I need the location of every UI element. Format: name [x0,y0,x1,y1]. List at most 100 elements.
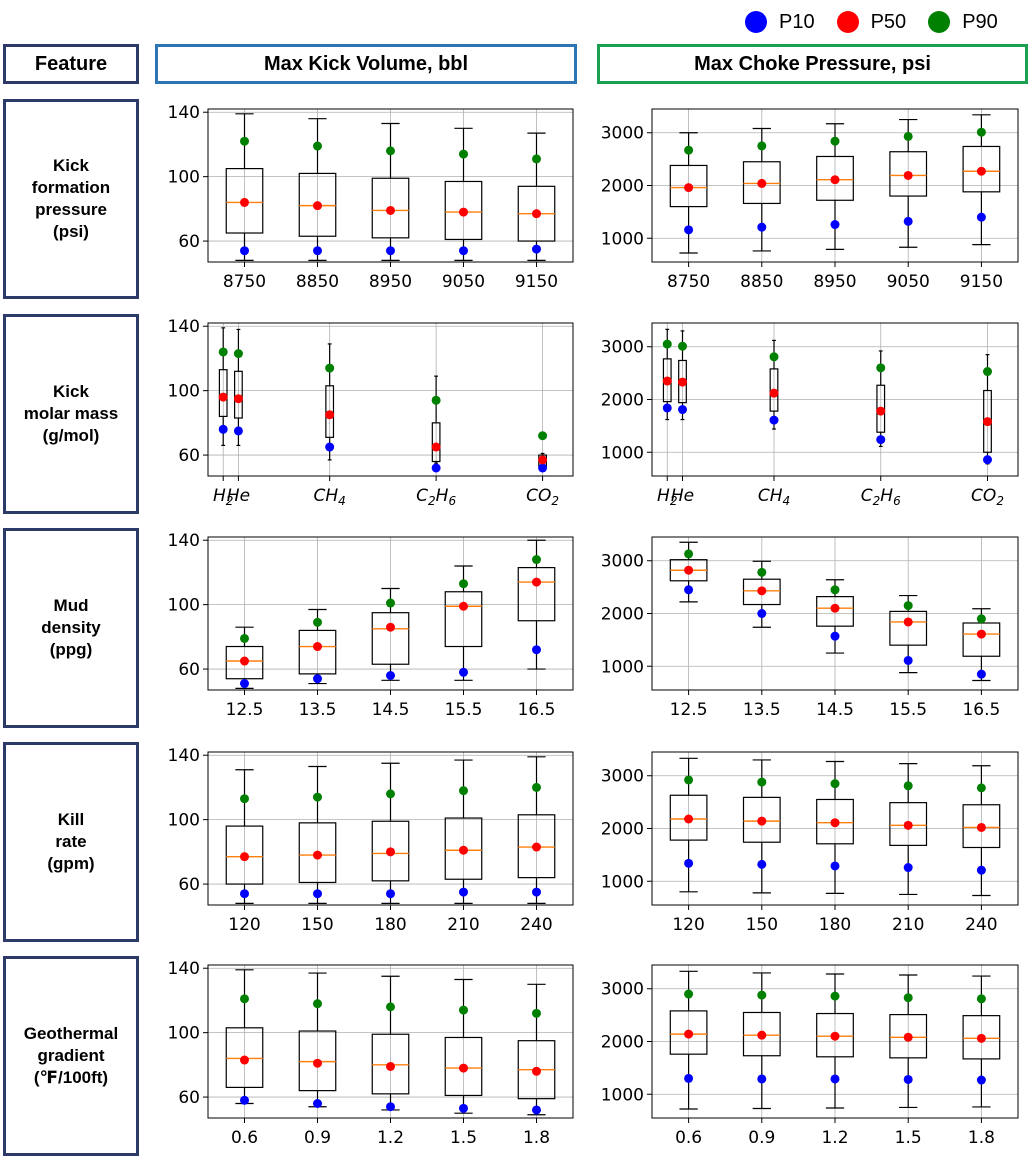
p10-point [662,403,672,413]
p10-point [240,1095,249,1105]
p90-point [903,131,913,141]
box-iqr [371,177,410,239]
feature-line: gradient [37,1046,105,1065]
box-9150 [517,132,556,261]
box-CH4 [325,343,335,461]
p50-point [757,1030,767,1040]
p10-point [532,1105,541,1115]
p90-point [386,598,395,608]
feature-line: Geothermal [23,1024,119,1043]
plot-frame [207,108,574,263]
p50-point [903,617,913,627]
x-tick-label: H2 [657,486,677,508]
y-tick-label: 140 [168,531,200,551]
chart-panel-8: 60 100 140 0.6 0.9 1.2 1.5 1.8 [168,959,574,1148]
box-iqr [371,612,410,665]
feature-line: rate [55,832,87,851]
p90-point [903,781,913,791]
box-14.5 [371,587,410,681]
box-iqr [962,1015,1001,1060]
chart-panel-5: 1000 2000 3000 12.5 13.5 14.5 15.5 16.5 [601,536,1019,720]
p50-point [684,565,694,575]
x-tick-label: 9150 [960,272,1003,292]
x-tick-label: CO2 [971,486,1004,508]
p10-point [830,631,840,641]
box-iqr [431,422,441,463]
x-tick-label: 13.5 [743,700,781,720]
p50-point [830,603,840,613]
box-iqr [517,814,556,879]
feature-label-kill-rate: Kill rate (gpm) [3,742,139,942]
box-iqr [225,1027,264,1089]
x-tick-label: 0.6 [231,1128,258,1148]
p10-point [218,424,228,434]
box-9050 [889,118,928,248]
box-1.8 [962,975,1001,1108]
y-tick-label: 100 [168,596,200,616]
box-13.5 [742,560,781,628]
y-tick-label: 100 [168,811,200,831]
x-tick-label: 0.6 [675,1128,702,1148]
y-tick-label: 140 [168,746,200,766]
box-8850 [742,127,781,252]
box-8950 [816,123,854,250]
p50-point [830,1031,840,1041]
p90-point [662,339,672,349]
p50-point [313,201,322,211]
p90-marker-icon [928,11,951,33]
chart-panel-9: 1000 2000 3000 0.6 0.9 1.2 1.5 1.8 [601,964,1019,1148]
feature-line: molar mass [23,404,119,423]
box-iqr [371,1033,410,1095]
p10-point [240,889,249,899]
x-tick-label: 16.5 [518,700,556,720]
box-H2 [218,327,228,446]
box-iqr [889,610,928,646]
x-tick-label: 150 [746,915,778,935]
p50-point [532,1066,541,1076]
p50-point [431,442,441,452]
box-16.5 [962,608,1001,682]
choke-pressure-column-header: Max Choke Pressure, psi [597,44,1028,84]
p90-point [976,614,986,624]
plot-frame [207,964,574,1119]
p50-point [532,842,541,852]
x-tick-label: H2 [213,486,233,508]
box-iqr [234,370,243,419]
legend-item-p50: P50 [836,11,906,34]
p50-point [662,376,672,386]
p10-point [386,889,395,899]
box-15.5 [444,565,483,681]
y-tick-label: 1000 [601,443,644,463]
p50-point [386,205,395,215]
box-iqr [889,802,928,846]
y-tick-label: 3000 [601,767,644,787]
p90-point [459,579,468,589]
p50-point [684,183,694,193]
p90-point [459,1005,468,1015]
y-tick-label: 3000 [601,124,644,144]
p50-point [218,392,228,402]
y-tick-label: 3000 [601,980,644,1000]
p10-point [830,861,840,871]
p10-point [233,426,243,436]
y-tick-label: 60 [178,232,200,252]
box-0.9 [742,972,781,1110]
box-iqr [889,151,928,197]
p90-point [757,777,767,787]
box-iqr [962,145,1001,193]
box-12.5 [225,626,264,689]
box-iqr [298,629,337,675]
feature-label-mud-density: Mud density (ppg) [3,528,139,728]
box-8750 [669,132,708,254]
p50-point [903,820,913,830]
box-iqr [669,794,708,841]
p90-point [684,775,694,785]
p10-point [876,435,886,445]
plot-frame [651,322,1019,477]
x-tick-label: 240 [520,915,552,935]
p10-point [684,858,694,868]
p90-point [678,341,687,351]
box-iqr [444,817,483,880]
p90-point [903,993,913,1003]
